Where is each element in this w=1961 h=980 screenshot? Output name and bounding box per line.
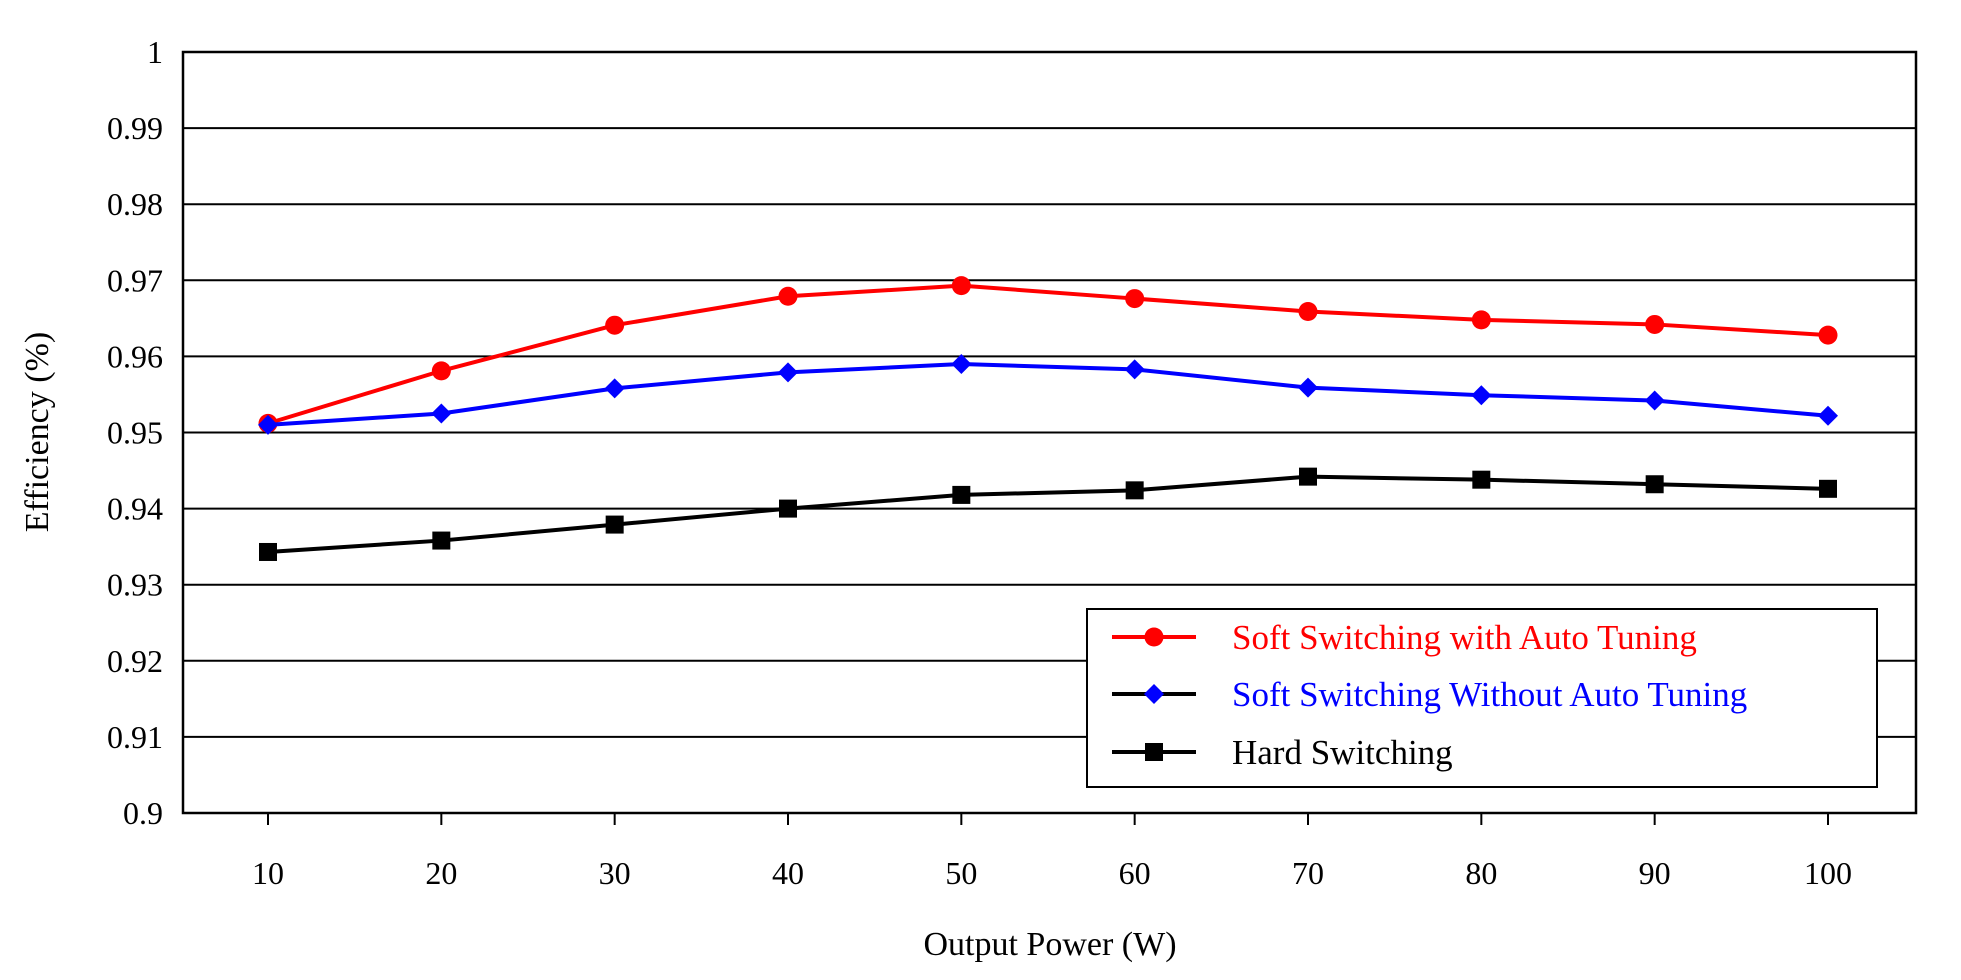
y-axis-title: Efficiency (%) [19,332,56,532]
data-point-square [1645,475,1664,494]
x-tick-label: 40 [772,855,804,891]
data-point-diamond [604,378,625,399]
data-point-diamond [1124,359,1145,380]
data-point-square [605,515,624,534]
legend: Soft Switching with Auto Tuning Soft Swit… [1086,608,1878,788]
data-point-diamond [431,403,452,424]
data-point-diamond [1471,385,1492,406]
data-point-circle [1298,302,1318,322]
data-point-square [432,531,451,550]
y-tick-label: 0.97 [107,262,163,298]
x-axis-title: Output Power (W) [923,926,1176,963]
y-tick-label: 0.91 [107,719,163,755]
y-tick-label: 0.96 [107,338,163,374]
y-tick-label: 0.93 [107,567,163,603]
series-2 [258,354,1838,435]
x-tick-label: 10 [252,855,284,891]
series-line [267,474,1829,554]
y-tick-label: 0.9 [123,795,163,831]
data-point-square [259,542,277,561]
x-tick-label: 50 [945,855,977,891]
legend-label: Soft Switching Without Auto Tuning [1232,675,1747,714]
series-1 [258,276,1838,433]
series-3 [259,467,1837,561]
legend-marker-diamond [1144,684,1164,704]
legend-label: Soft Switching with Auto Tuning [1232,618,1697,657]
data-point-diamond [258,414,278,435]
series-layer [258,276,1838,561]
data-point-diamond [951,354,972,375]
y-tick-label: 0.94 [107,491,163,527]
y-tick-label: 0.95 [107,415,163,451]
y-tick-label: 1 [147,34,163,70]
y-tick-label: 0.92 [107,643,163,679]
data-point-circle [778,286,798,306]
plot-area-frame [181,50,1918,815]
data-point-diamond [778,362,798,383]
data-point-square [1299,467,1317,486]
legend-marker-square [1145,743,1163,761]
data-point-diamond [1818,405,1838,426]
data-point-diamond [1298,377,1318,398]
legend-label: Hard Switching [1232,733,1453,772]
grid-layer [183,127,1916,738]
series-line [267,362,1829,427]
data-point-square [1819,479,1837,498]
x-tick-label: 60 [1119,855,1151,891]
x-tick-label: 20 [425,855,457,891]
data-point-circle [431,361,451,381]
data-point-square [1472,470,1491,489]
legend-items: Soft Switching with Auto Tuning Soft Swit… [1112,618,1747,772]
legend-box [1086,608,1878,788]
data-point-circle [951,276,971,296]
x-tick-label: 30 [599,855,631,891]
x-tick-label: 70 [1292,855,1324,891]
legend-marker-circle [1144,627,1164,647]
data-point-square [952,485,971,504]
data-point-circle [1645,314,1665,334]
x-tick-label: 80 [1465,855,1497,891]
data-point-circle [1818,325,1838,345]
data-point-square [779,499,797,518]
y-tick-label: 0.99 [107,110,163,146]
data-point-square [1125,481,1144,500]
data-point-circle [1471,310,1491,330]
y-tick-label: 0.98 [107,186,163,222]
x-tick-label: 90 [1639,855,1671,891]
data-point-circle [605,315,625,335]
data-point-diamond [1644,390,1665,411]
series-line [267,283,1829,426]
data-point-circle [1125,289,1145,309]
tick-layer: 0.9 0.91 0.92 0.93 0.94 0.95 0.96 0.97 0.98 0.99 1… [107,34,1852,891]
x-tick-label: 100 [1804,855,1852,891]
